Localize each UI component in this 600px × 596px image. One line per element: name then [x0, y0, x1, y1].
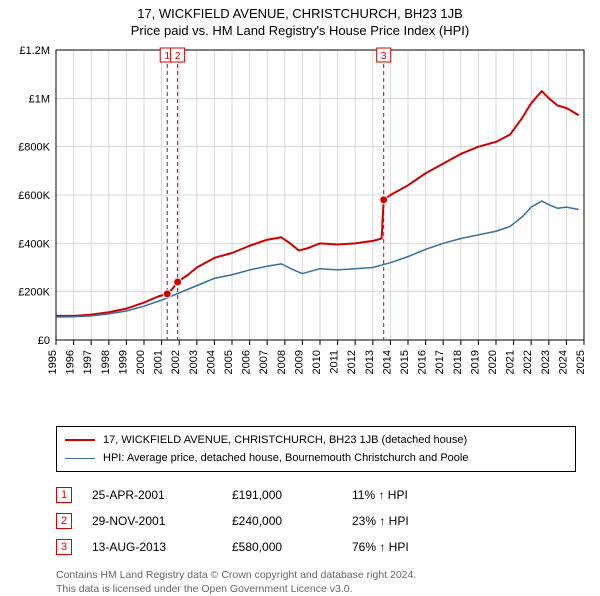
svg-text:1: 1 — [164, 51, 170, 62]
svg-text:2022: 2022 — [522, 350, 534, 374]
legend-swatch — [65, 458, 95, 459]
svg-text:2020: 2020 — [487, 350, 499, 374]
svg-text:£200K: £200K — [18, 287, 50, 299]
chart-svg: £0 £200K £400K £600K £800K £1M £1.2M 1995 1996 19… — [12, 44, 588, 384]
svg-text:2025: 2025 — [575, 350, 587, 374]
event-date: 13-AUG-2013 — [92, 540, 212, 554]
page-title: 17, WICKFIELD AVENUE, CHRISTCHURCH, BH23… — [12, 6, 588, 21]
svg-text:2001: 2001 — [153, 350, 165, 374]
svg-text:2002: 2002 — [170, 350, 182, 374]
svg-text:2014: 2014 — [381, 350, 393, 374]
svg-text:2010: 2010 — [311, 350, 323, 374]
event-price: £580,000 — [232, 540, 332, 554]
event-date: 25-APR-2001 — [92, 488, 212, 502]
event-price: £240,000 — [232, 514, 332, 528]
svg-text:3: 3 — [381, 51, 387, 62]
events-table: 1 25-APR-2001 £191,000 11% ↑ HPI 2 29-NOV-200… — [56, 482, 588, 560]
attribution-footer: Contains HM Land Registry data © Crown c… — [56, 568, 588, 596]
svg-text:2017: 2017 — [434, 350, 446, 374]
svg-text:£1M: £1M — [29, 93, 50, 105]
svg-text:2012: 2012 — [346, 350, 358, 374]
legend-swatch — [65, 439, 95, 441]
event-date: 29-NOV-2001 — [92, 514, 212, 528]
svg-text:1995: 1995 — [47, 350, 59, 374]
svg-text:£800K: £800K — [18, 142, 50, 154]
event-row: 2 29-NOV-2001 £240,000 23% ↑ HPI — [56, 508, 588, 534]
event-diff: 23% ↑ HPI — [352, 514, 472, 528]
svg-text:£0: £0 — [38, 335, 50, 347]
svg-text:2003: 2003 — [188, 350, 200, 374]
svg-text:2019: 2019 — [469, 350, 481, 374]
svg-text:2011: 2011 — [329, 350, 341, 374]
svg-text:2007: 2007 — [258, 350, 270, 374]
page-subtitle: Price paid vs. HM Land Registry's House … — [12, 23, 588, 38]
legend-row: HPI: Average price, detached house, Bour… — [65, 449, 567, 467]
svg-text:2009: 2009 — [293, 350, 305, 374]
legend-row: 17, WICKFIELD AVENUE, CHRISTCHURCH, BH23… — [65, 431, 567, 449]
svg-text:2006: 2006 — [241, 350, 253, 374]
svg-text:2004: 2004 — [205, 350, 217, 374]
legend-label: 17, WICKFIELD AVENUE, CHRISTCHURCH, BH23… — [103, 434, 467, 446]
svg-text:1998: 1998 — [100, 350, 112, 374]
svg-text:2005: 2005 — [223, 350, 235, 374]
svg-text:2018: 2018 — [452, 350, 464, 374]
legend: 17, WICKFIELD AVENUE, CHRISTCHURCH, BH23… — [56, 426, 576, 472]
svg-text:2: 2 — [175, 51, 181, 62]
svg-text:2021: 2021 — [505, 350, 517, 374]
legend-label: HPI: Average price, detached house, Bour… — [103, 452, 468, 464]
svg-text:2023: 2023 — [540, 350, 552, 374]
event-marker-box: 1 — [56, 487, 72, 503]
footer-line-2: This data is licensed under the Open Gov… — [56, 582, 588, 596]
svg-text:£600K: £600K — [18, 190, 50, 202]
svg-text:£1.2M: £1.2M — [19, 45, 50, 57]
event-marker-box: 2 — [56, 513, 72, 529]
event-row: 1 25-APR-2001 £191,000 11% ↑ HPI — [56, 482, 588, 508]
svg-text:2000: 2000 — [135, 350, 147, 374]
svg-text:2016: 2016 — [417, 350, 429, 374]
svg-text:£400K: £400K — [18, 238, 50, 250]
event-row: 3 13-AUG-2013 £580,000 76% ↑ HPI — [56, 534, 588, 560]
svg-text:1997: 1997 — [82, 350, 94, 374]
svg-text:2024: 2024 — [557, 350, 569, 374]
svg-text:2015: 2015 — [399, 350, 411, 374]
svg-text:1996: 1996 — [65, 350, 77, 374]
svg-text:1999: 1999 — [117, 350, 129, 374]
event-price: £191,000 — [232, 488, 332, 502]
footer-line-1: Contains HM Land Registry data © Crown c… — [56, 568, 588, 582]
line-chart: £0 £200K £400K £600K £800K £1M £1.2M 1995 1996 19… — [12, 44, 588, 384]
event-diff: 76% ↑ HPI — [352, 540, 472, 554]
svg-text:2013: 2013 — [364, 350, 376, 374]
svg-text:2008: 2008 — [276, 350, 288, 374]
event-diff: 11% ↑ HPI — [352, 488, 472, 502]
event-marker-box: 3 — [56, 539, 72, 555]
